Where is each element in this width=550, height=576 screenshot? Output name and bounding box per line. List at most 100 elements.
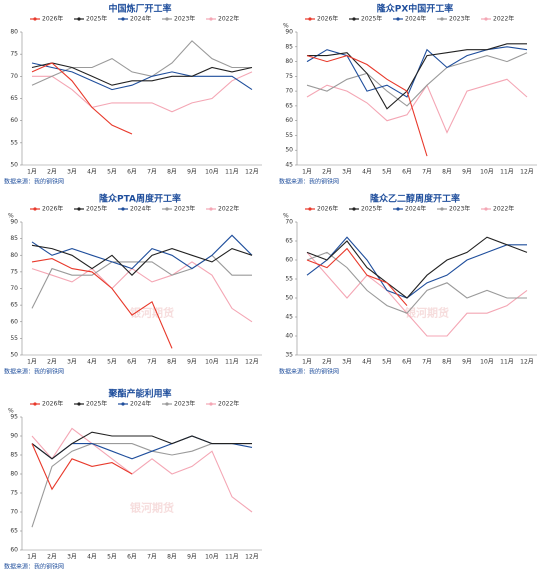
legend-label: 2026年 [317,205,338,213]
y-tick-label: 60 [10,117,18,124]
x-tick-label: 11月 [500,359,514,366]
series-line [32,71,253,113]
y-tick-label: 60 [10,318,18,325]
legend-label: 2024年 [130,400,151,408]
y-tick-label: 80 [10,252,18,259]
x-tick-label: 10月 [480,359,494,366]
y-tick-label: 55 [10,335,18,342]
series-line [31,244,253,276]
x-tick-label: 9月 [187,169,197,176]
x-tick-label: 4月 [362,359,372,366]
y-tick-label: 70 [285,88,293,95]
legend-label: 2026年 [317,15,338,23]
x-tick-label: 2月 [47,169,57,176]
y-axis-label: % [283,213,289,220]
x-tick-label: 11月 [500,169,514,176]
legend-dot [440,17,444,21]
y-tick-label: 65 [10,302,18,309]
x-tick-label: 7月 [422,169,432,176]
y-tick-label: 80 [10,29,18,36]
series-line [31,234,253,270]
legend-label: 2024年 [405,205,426,213]
y-tick-label: 50 [10,352,18,359]
y-tick-label: 55 [285,132,293,139]
source-note: 数据来源：我的钢铁网 [4,368,64,376]
x-tick-label: 12月 [520,359,534,366]
legend-dot [209,17,213,21]
x-tick-label: 1月 [27,169,37,176]
legend-dot [77,17,81,21]
y-tick-label: 75 [10,268,18,275]
x-tick-label: 7月 [147,169,157,176]
series-line [31,431,252,460]
legend-label: 2022年 [493,15,514,23]
x-tick-label: 3月 [67,359,77,366]
x-tick-label: 9月 [187,554,197,561]
y-axis-label: % [8,408,14,415]
legend-dot [165,17,169,21]
series-line [31,443,252,528]
legend-label: 2023年 [174,205,195,213]
legend-label: 2022年 [493,205,514,213]
legend-label: 2025年 [86,400,107,408]
y-tick-label: 45 [285,162,293,169]
x-tick-label: 3月 [342,359,352,366]
legend-dot [352,17,356,21]
x-tick-label: 6月 [127,554,137,561]
series-line [306,78,528,134]
y-tick-label: 75 [285,73,293,80]
series-line [307,43,527,110]
x-tick-label: 3月 [342,169,352,176]
y-tick-label: 70 [10,509,18,516]
legend-dot [165,207,169,211]
legend-dot [165,402,169,406]
x-tick-label: 11月 [225,554,239,561]
series-line [31,443,133,491]
legend-label: 2026年 [42,400,63,408]
series-line [31,62,253,91]
x-tick-label: 10月 [205,169,219,176]
legend-label: 2022年 [218,15,239,23]
y-tick-label: 50 [10,162,18,169]
x-tick-label: 4月 [87,554,97,561]
x-tick-label: 1月 [27,359,37,366]
y-axis-label: % [8,213,14,220]
series-line [31,427,253,513]
y-axis-label: % [283,23,289,30]
legend-dot [33,17,37,21]
x-tick-label: 4月 [362,169,372,176]
series-line [306,236,528,299]
legend-dot [308,207,312,211]
x-tick-label: 8月 [442,359,452,366]
y-tick-label: 65 [285,102,293,109]
legend-dot [308,17,312,21]
x-tick-label: 6月 [402,359,412,366]
x-tick-label: 2月 [47,554,57,561]
x-tick-label: 5月 [382,169,392,176]
y-tick-label: 50 [285,147,293,154]
chart-title: 隆众乙二醇周度开工率 [370,193,460,205]
x-tick-label: 1月 [302,359,312,366]
y-tick-label: 90 [285,29,293,36]
x-tick-label: 7月 [422,359,432,366]
y-tick-label: 85 [10,452,18,459]
y-tick-label: 85 [10,235,18,242]
x-tick-label: 5月 [107,169,117,176]
legend-label: 2025年 [86,15,107,23]
legend-dot [352,207,356,211]
y-tick-label: 90 [10,433,18,440]
x-tick-label: 12月 [245,169,259,176]
legend-dot [396,207,400,211]
x-tick-label: 3月 [67,169,77,176]
x-tick-label: 9月 [187,359,197,366]
legend-label: 2025年 [361,15,382,23]
legend-dot [121,207,125,211]
x-tick-label: 6月 [127,359,137,366]
x-tick-label: 6月 [127,169,137,176]
x-tick-label: 10月 [205,359,219,366]
legend-dot [33,402,37,406]
legend-label: 2024年 [405,15,426,23]
legend-dot [484,17,488,21]
series-line [31,254,252,309]
x-tick-label: 9月 [462,359,472,366]
